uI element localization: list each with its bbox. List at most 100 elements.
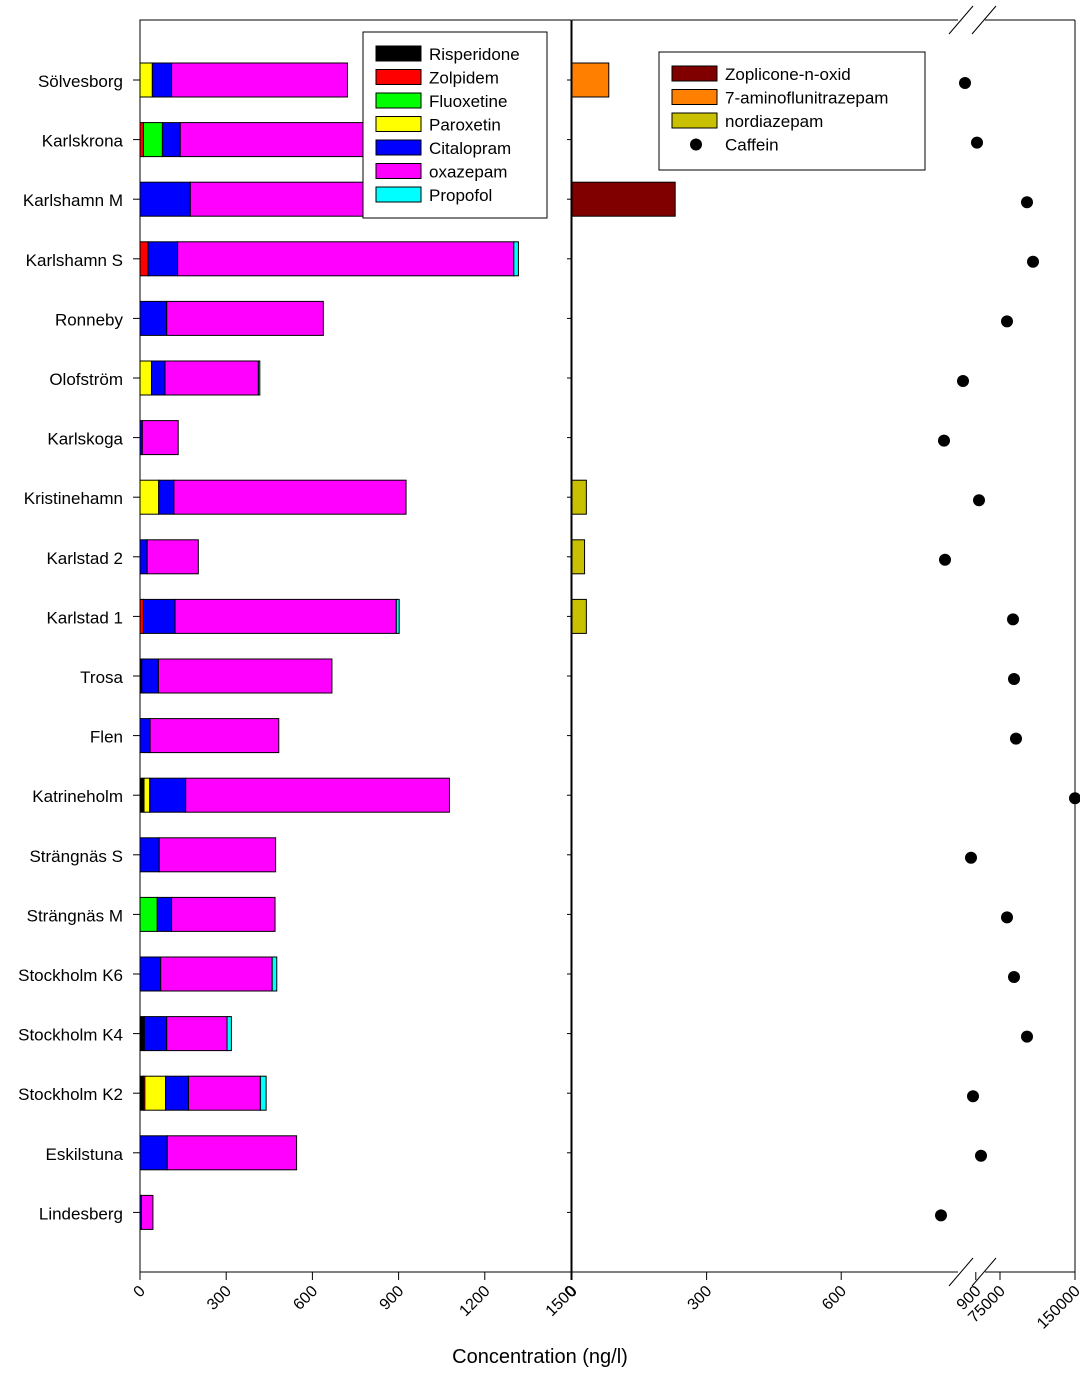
bar-oxazepam xyxy=(172,897,275,931)
category-label: Trosa xyxy=(80,668,123,687)
category-label: Lindesberg xyxy=(39,1204,123,1223)
left-legend-swatch xyxy=(376,164,421,179)
left-legend-swatch xyxy=(376,117,421,132)
x-tick-label: 300 xyxy=(204,1283,235,1314)
bar-7-aminoflunitrazepam xyxy=(572,63,609,97)
bar-zoplicone-n-oxid xyxy=(572,182,675,216)
right-legend-swatch xyxy=(672,113,717,128)
category-label: Stockholm K6 xyxy=(18,966,123,985)
point-caffein xyxy=(973,494,985,506)
bar-citalopram xyxy=(152,63,171,97)
bar-citalopram xyxy=(144,1017,166,1051)
category-label: Karlskoga xyxy=(47,430,123,449)
bar-nordiazepam xyxy=(572,540,585,574)
left-legend-label: Propofol xyxy=(429,186,492,205)
point-caffein xyxy=(975,1150,987,1162)
bar-oxazepam xyxy=(174,480,406,514)
bar-oxazepam xyxy=(158,659,332,693)
left-legend-label: Risperidone xyxy=(429,45,520,64)
point-caffein xyxy=(1007,613,1019,625)
category-label: Karlshamn S xyxy=(26,251,123,270)
point-caffein xyxy=(965,852,977,864)
bar-citalopram xyxy=(142,659,159,693)
category-label: Olofström xyxy=(49,370,123,389)
bar-citalopram xyxy=(162,123,180,157)
category-label: Flen xyxy=(90,728,123,747)
point-caffein xyxy=(1021,196,1033,208)
bar-citalopram xyxy=(140,957,161,991)
bar-oxazepam xyxy=(178,242,514,276)
point-caffein xyxy=(1069,792,1080,804)
left-legend-label: Paroxetin xyxy=(429,116,501,135)
bar-oxazepam xyxy=(142,421,178,455)
bar-citalopram xyxy=(166,1076,189,1110)
point-caffein xyxy=(967,1090,979,1102)
bar-oxazepam xyxy=(141,1195,152,1229)
bar-fluoxetine xyxy=(140,897,157,931)
category-label: Ronneby xyxy=(55,310,124,329)
bar-oxazepam xyxy=(167,1136,296,1170)
left-legend-swatch xyxy=(376,93,421,108)
bar-citalopram xyxy=(150,778,186,812)
category-label: Karlstad 1 xyxy=(46,608,123,627)
left-legend-swatch xyxy=(376,187,421,202)
point-caffein xyxy=(957,375,969,387)
category-label: Karlstad 2 xyxy=(46,549,123,568)
bar-oxazepam xyxy=(189,1076,261,1110)
bar-citalopram xyxy=(140,838,159,872)
bar-citalopram xyxy=(159,480,174,514)
bar-citalopram xyxy=(140,1136,167,1170)
category-label: Katrineholm xyxy=(32,787,123,806)
bar-propofol xyxy=(227,1017,231,1051)
bar-risperidone xyxy=(140,778,144,812)
point-caffein xyxy=(971,137,983,149)
bar-propofol xyxy=(258,361,259,395)
right-legend-marker xyxy=(690,139,702,151)
point-caffein xyxy=(939,554,951,566)
bar-oxazepam xyxy=(175,599,396,633)
x-tick-label: 900 xyxy=(377,1283,408,1314)
category-label: Sölvesborg xyxy=(38,72,123,91)
point-caffein xyxy=(959,77,971,89)
bar-citalopram xyxy=(151,361,165,395)
bar-oxazepam xyxy=(172,63,348,97)
bar-propofol xyxy=(272,957,277,991)
right-legend-label: Caffein xyxy=(725,136,779,155)
point-caffein xyxy=(1027,256,1039,268)
x-tick-label: 600 xyxy=(819,1283,850,1314)
bar-nordiazepam xyxy=(572,480,586,514)
bar-oxazepam xyxy=(167,1017,227,1051)
right-legend-swatch xyxy=(672,66,717,81)
point-caffein xyxy=(938,435,950,447)
bar-propofol xyxy=(514,242,519,276)
left-legend-label: Fluoxetine xyxy=(429,92,507,111)
bar-citalopram xyxy=(148,242,178,276)
category-label: Eskilstuna xyxy=(46,1145,124,1164)
right-legend-label: Zoplicone-n-oxid xyxy=(725,65,851,84)
category-label: Kristinehamn xyxy=(24,489,123,508)
category-label: Karlskrona xyxy=(42,132,124,151)
bar-oxazepam xyxy=(165,361,258,395)
x-tick-label: 300 xyxy=(685,1283,716,1314)
x-tick-label: 1200 xyxy=(456,1283,493,1320)
bar-paroxetin xyxy=(144,778,150,812)
x-tick-label: 600 xyxy=(290,1283,321,1314)
left-legend-swatch xyxy=(376,70,421,85)
bar-zolpidem xyxy=(140,242,148,276)
left-legend-label: Citalopram xyxy=(429,139,511,158)
bar-citalopram xyxy=(140,301,167,335)
bar-oxazepam xyxy=(186,778,450,812)
category-label: Karlshamn M xyxy=(23,191,123,210)
point-caffein xyxy=(1008,673,1020,685)
bar-paroxetin xyxy=(140,361,151,395)
bar-citalopram xyxy=(157,897,171,931)
point-caffein xyxy=(1001,911,1013,923)
right-legend-label: 7-aminoflunitrazepam xyxy=(725,89,888,108)
bar-oxazepam xyxy=(147,540,198,574)
bar-citalopram xyxy=(140,182,190,216)
bar-nordiazepam xyxy=(572,599,586,633)
bar-risperidone xyxy=(140,1076,143,1110)
bar-fluoxetine xyxy=(143,123,162,157)
point-caffein xyxy=(1010,733,1022,745)
